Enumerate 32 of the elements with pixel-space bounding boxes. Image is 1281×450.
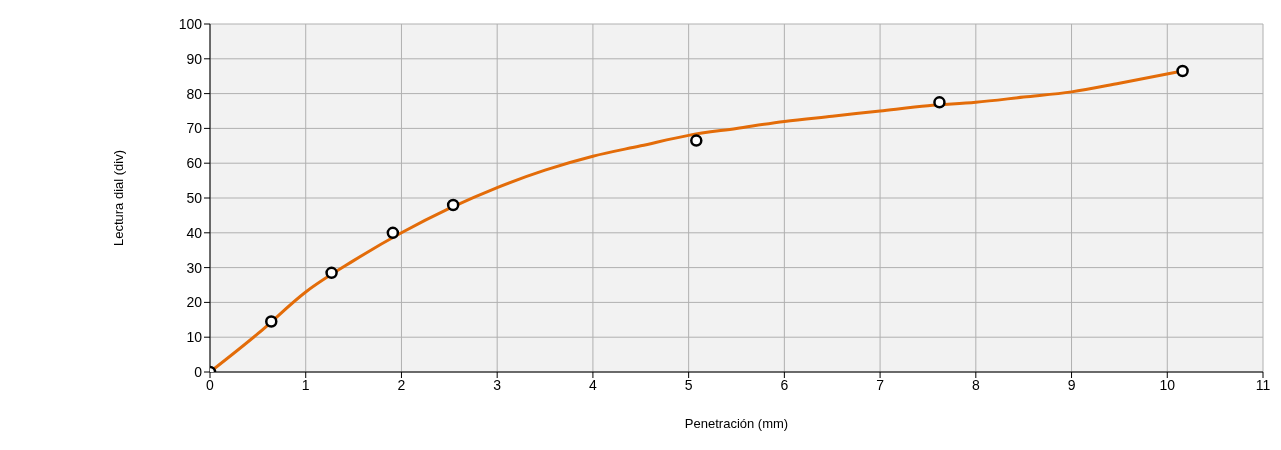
y-tick-label: 50: [186, 189, 203, 206]
x-tick-label: 5: [684, 376, 693, 393]
y-tick-label: 70: [186, 120, 203, 137]
point: [1176, 64, 1189, 78]
point: [690, 134, 703, 147]
y-tick-label: 20: [186, 294, 203, 311]
point: [386, 226, 400, 240]
x-tick-label: 0: [206, 376, 215, 393]
y-axis-title: Lectura dial (div): [110, 149, 126, 247]
x-tick-label: 3: [493, 376, 502, 393]
x-tick-label: 4: [589, 376, 598, 393]
x-tick-label: 2: [397, 376, 406, 393]
y-tick-label: 60: [186, 155, 203, 172]
y-tick-label: 100: [178, 15, 203, 32]
x-tick-label: 9: [1067, 376, 1076, 393]
x-tick-label: 6: [780, 376, 789, 393]
y-tick-label: 80: [186, 85, 203, 102]
x-tick-label: 1: [301, 376, 310, 393]
x-tick-label: 11: [1255, 376, 1271, 393]
x-tick-label: 7: [876, 376, 885, 393]
y-tick-label: 30: [186, 259, 203, 276]
point: [265, 315, 278, 328]
y-tick-label: 0: [194, 363, 203, 380]
x-axis-title: Penetración (mm): [684, 416, 789, 431]
x-tick-label: 8: [971, 376, 980, 393]
y-tick-label: 40: [186, 224, 203, 241]
y-tick-label: 90: [186, 50, 203, 67]
y-tick-label: 10: [186, 329, 203, 346]
point: [446, 198, 460, 212]
point: [933, 96, 946, 109]
point: [325, 266, 338, 280]
x-tick-label: 10: [1159, 376, 1176, 393]
